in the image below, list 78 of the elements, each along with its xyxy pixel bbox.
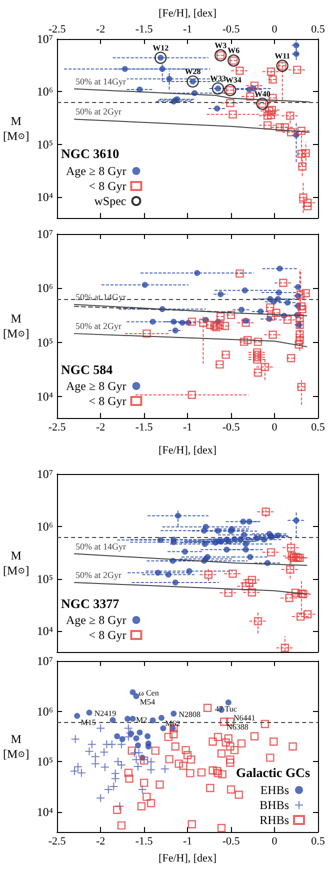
legend-label: wSpec <box>94 194 126 208</box>
y-tick-label: 10⁶ <box>36 704 54 718</box>
x2-tick-label: -2 <box>96 24 106 36</box>
x2-tick-label: -0.5 <box>222 24 240 36</box>
y-tick-label: 10⁴ <box>36 804 54 819</box>
x-tick-label: -1.5 <box>135 422 154 434</box>
y-tick-label: 10⁵ <box>36 335 54 350</box>
legend-label: < 8 Gyr <box>88 394 126 408</box>
series-label: 50% at 14Gyr <box>75 76 126 86</box>
y-tick-label: 10⁵ <box>36 754 54 769</box>
legend-label: Age ≥ 8 Gyr <box>66 164 126 178</box>
annotation: M15 <box>80 718 96 728</box>
legend-label: Age ≥ 8 Gyr <box>66 613 126 627</box>
x-tick-label: -1 <box>182 422 192 434</box>
x2-tick-label: -1 <box>182 24 192 36</box>
legend-label: EHBs <box>260 783 290 797</box>
x-tick-label: -2 <box>96 836 106 848</box>
x2-tick-label: -1.5 <box>135 24 154 36</box>
annotation: W33 <box>210 74 226 83</box>
annotation: W3 <box>214 40 227 50</box>
y-axis-title: M [M⊙] <box>2 548 30 578</box>
annotation: W6 <box>228 46 240 56</box>
y-tick-label: 10⁷ <box>36 227 54 241</box>
annotation: 47 Tuc <box>214 704 238 714</box>
annotation: M2 <box>136 715 148 724</box>
y-tick-label: 10⁷ <box>36 467 54 481</box>
y-tick-label: 10⁴ <box>36 624 54 638</box>
legend-title: NGC 584 <box>61 362 114 377</box>
series-label: 50% at 2Gyr <box>75 570 122 580</box>
annotation: W28 <box>184 67 201 76</box>
legend-title: NGC 3610 <box>61 146 120 161</box>
x-tick-label: -0.5 <box>222 422 240 434</box>
y-axis-title: M [M⊙] <box>2 114 30 143</box>
y-tick-label: 10⁷ <box>36 654 54 668</box>
x-tick-label: -1.5 <box>135 836 154 848</box>
annotation: N6388 <box>226 722 248 732</box>
series-label: 50% at 2Gyr <box>75 321 122 332</box>
x-tick-label: -1 <box>182 836 192 848</box>
y-axis-title: M [M⊙] <box>2 312 30 340</box>
series-label: 50% at 2Gyr <box>75 106 122 117</box>
y-tick-label: 10⁶ <box>36 519 54 534</box>
x2-axis-title: [Fe/H], [dex] <box>158 444 217 456</box>
series-label: 50% at 14Gyr <box>75 541 126 552</box>
legend-title: NGC 3377 <box>61 596 120 611</box>
y-tick-label: 10⁴ <box>36 190 54 204</box>
legend-label: < 8 Gyr <box>88 628 126 642</box>
y-tick-label: 10⁵ <box>36 572 54 586</box>
annotation: W40 <box>254 89 270 98</box>
x2-tick-label: 0.5 <box>311 24 326 36</box>
annotation: W11 <box>274 51 290 60</box>
x-tick-label: 0 <box>272 836 278 848</box>
legend-title: Galactic GCs <box>236 765 310 780</box>
y-tick-label: 10⁶ <box>36 281 54 296</box>
x-tick-label: -0.5 <box>222 836 240 848</box>
y-tick-label: 10⁴ <box>36 389 54 404</box>
y-tick-label: 10⁵ <box>36 137 54 152</box>
annotation: N6441 <box>234 713 256 722</box>
x-tick-label: 0.5 <box>311 836 326 848</box>
legend-label: < 8 Gyr <box>88 179 126 193</box>
x-tick-label: 0 <box>272 422 278 434</box>
legend-label: RHBs <box>260 813 290 827</box>
x-tick-label: -2 <box>96 422 106 434</box>
legend-label: Age ≥ 8 Gyr <box>66 379 126 393</box>
annotation: N2808 <box>178 710 201 720</box>
annotation: M54 <box>140 698 156 707</box>
annotation: W34 <box>225 76 242 85</box>
y-tick-label: 10⁶ <box>36 84 54 99</box>
x2-tick-label: 0 <box>272 24 278 36</box>
y-axis-title: M [M⊙] <box>2 732 30 761</box>
x2-axis-title: [Fe/H], [dex] <box>158 8 217 20</box>
legend-label: BHBs <box>260 798 290 812</box>
x-axis-title: [Fe/H], [dex] <box>158 852 217 864</box>
x-tick-label: -2.5 <box>48 836 66 848</box>
x-tick-label: 0.5 <box>311 422 326 434</box>
annotation: N2419 <box>94 709 116 718</box>
annotation: ω Cen <box>138 688 159 698</box>
x-tick-label: -2.5 <box>48 422 66 434</box>
annotation: W12 <box>152 43 169 52</box>
